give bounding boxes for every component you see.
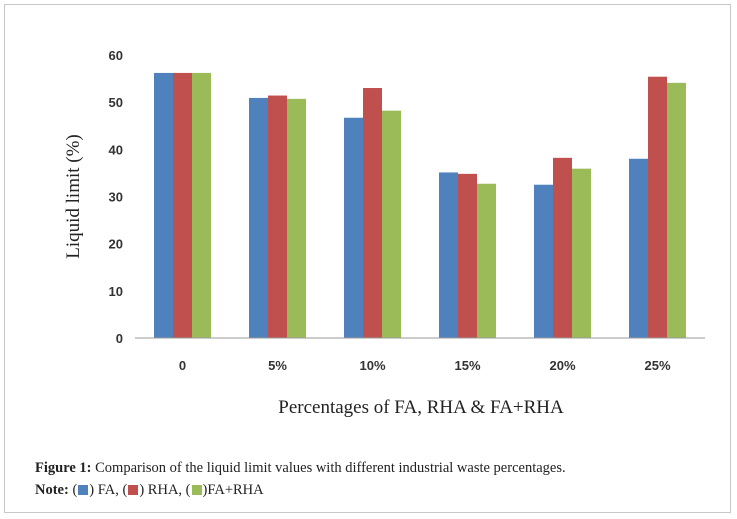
figure-frame: 0 10 20 30 40 50 60 0 5% 10% 15% 20% 25% Liquid lim…: [4, 4, 731, 513]
y-tick-label: 40: [109, 142, 123, 157]
bar-fa-rha-2: [382, 110, 401, 338]
bar-fa-rha-4: [572, 168, 591, 338]
bar-fa-rha-3: [477, 183, 496, 338]
bar-group: [154, 72, 686, 339]
x-tick-label: 20%: [549, 358, 575, 373]
y-tick-label: 10: [109, 284, 123, 299]
x-tick-label: 0: [179, 358, 186, 373]
liquid-limit-bar-chart: 0 10 20 30 40 50 60 0 5% 10% 15% 20% 25% Liquid lim…: [63, 48, 705, 418]
x-tick-labels: 0 5% 10% 15% 20% 25%: [179, 358, 671, 373]
y-tick-label: 0: [116, 331, 123, 346]
y-axis-title: Liquid limit (%): [63, 134, 84, 259]
bar-rha-4: [553, 157, 572, 338]
note-fa: FA,: [97, 482, 119, 498]
x-tick-label: 25%: [644, 358, 670, 373]
y-tick-label: 30: [109, 190, 123, 205]
bar-rha-2: [363, 88, 382, 339]
bar-fa-2: [344, 117, 363, 339]
fa-color-swatch: [78, 485, 89, 495]
rha-color-swatch: [128, 485, 139, 495]
caption-line-2: Note: () FA, () RHA, ()FA+RHA: [35, 482, 264, 498]
y-tick-label: 60: [109, 48, 123, 63]
figure-text: Comparison of the liquid limit values wi…: [95, 460, 566, 476]
bar-fa-rha-5: [667, 82, 686, 338]
farha-color-swatch: [191, 485, 202, 495]
bar-fa-1: [249, 97, 268, 339]
bar-rha-5: [648, 76, 667, 339]
bar-fa-4: [534, 184, 553, 338]
bar-fa-3: [439, 172, 458, 338]
note-rha: RHA,: [147, 482, 183, 498]
bar-fa-5: [629, 158, 648, 338]
x-axis-title: Percentages of FA, RHA & FA+RHA: [278, 397, 564, 418]
y-tick-label: 50: [109, 95, 123, 110]
note-farha: FA+RHA: [207, 482, 264, 498]
bar-fa-rha-0: [192, 72, 211, 338]
note-label: Note:: [35, 482, 69, 498]
bar-rha-1: [268, 95, 287, 339]
x-tick-label: 10%: [359, 358, 385, 373]
caption-line-1: Figure 1: Comparison of the liquid limit…: [35, 457, 725, 479]
y-tick-label: 20: [109, 237, 123, 252]
bar-rha-3: [458, 173, 477, 338]
x-tick-label: 15%: [454, 358, 480, 373]
bar-fa-rha-1: [287, 98, 306, 339]
y-tick-labels: 0 10 20 30 40 50 60: [109, 48, 123, 346]
figure-caption: Figure 1: Comparison of the liquid limit…: [35, 457, 725, 501]
bar-rha-0: [173, 72, 192, 338]
x-tick-label: 5%: [268, 358, 287, 373]
bar-fa-0: [154, 72, 173, 338]
figure-label: Figure 1:: [35, 460, 92, 476]
